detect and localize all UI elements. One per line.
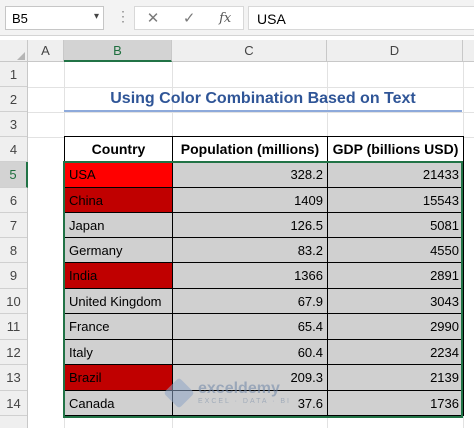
name-box-value: B5	[12, 11, 28, 26]
column-header-b[interactable]: B	[64, 40, 172, 62]
row-headers: 1 2 3 4 5 6 7 8 9 10 11 12 13 14	[0, 62, 28, 428]
cancel-icon[interactable]: ✕	[146, 10, 160, 27]
column-headers: A B C D	[0, 40, 474, 62]
table-row: USA 328.2 21433	[64, 161, 464, 188]
country-cell[interactable]: India	[64, 262, 173, 289]
country-cell[interactable]: Italy	[64, 339, 173, 365]
row-header[interactable]: 4	[0, 137, 27, 162]
table-row: France 65.4 2990	[64, 313, 464, 340]
row-header[interactable]: 6	[0, 188, 27, 213]
row-header[interactable]: 7	[0, 213, 27, 238]
population-cell[interactable]: 60.4	[172, 339, 328, 365]
gdp-cell[interactable]: 2139	[327, 364, 464, 391]
row-header[interactable]: 8	[0, 238, 27, 263]
country-cell[interactable]: France	[64, 313, 173, 340]
gdp-cell[interactable]: 15543	[327, 187, 464, 213]
country-cell[interactable]: Japan	[64, 212, 173, 238]
column-header-a[interactable]: A	[28, 40, 64, 62]
formula-actions: ✕ ✓ fx	[134, 6, 244, 30]
header-country[interactable]: Country	[64, 136, 173, 162]
row-header[interactable]: 5	[0, 162, 28, 188]
gdp-cell[interactable]: 3043	[327, 288, 464, 314]
more-options-icon[interactable]: ⋮	[116, 8, 130, 24]
country-cell[interactable]: China	[64, 187, 173, 213]
row-header[interactable]: 2	[0, 87, 27, 112]
gdp-cell[interactable]: 21433	[327, 161, 464, 188]
insert-function-icon[interactable]: fx	[219, 10, 232, 26]
chevron-down-icon[interactable]: ▾	[93, 11, 99, 22]
formula-input[interactable]: USA	[248, 6, 474, 30]
population-cell[interactable]: 83.2	[172, 237, 328, 263]
name-box[interactable]: B5 ▾	[5, 6, 104, 30]
table-row: United Kingdom 67.9 3043	[64, 288, 464, 314]
table-row: Brazil 209.3 2139	[64, 364, 464, 391]
row-header[interactable]: 11	[0, 314, 27, 340]
gdp-cell[interactable]: 2990	[327, 313, 464, 340]
enter-icon[interactable]: ✓	[182, 10, 196, 27]
gdp-cell[interactable]: 5081	[327, 212, 464, 238]
row-header[interactable]: 10	[0, 289, 27, 314]
table-row: China 1409 15543	[64, 187, 464, 213]
gdp-cell[interactable]: 2234	[327, 339, 464, 365]
row-header[interactable]: 13	[0, 365, 27, 391]
country-cell[interactable]: USA	[64, 161, 173, 188]
sheet-title[interactable]: Using Color Combination Based on Text	[64, 87, 462, 112]
table-row: Canada 37.6 1736	[64, 390, 464, 416]
table-row: Japan 126.5 5081	[64, 212, 464, 238]
table-row: Germany 83.2 4550	[64, 237, 464, 263]
formula-bar: B5 ▾ ⋮ ✕ ✓ fx USA	[0, 0, 474, 36]
row-header[interactable]: 12	[0, 340, 27, 365]
column-header-c[interactable]: C	[172, 40, 327, 62]
table-row: Italy 60.4 2234	[64, 339, 464, 365]
population-cell[interactable]: 1409	[172, 187, 328, 213]
gdp-cell[interactable]: 4550	[327, 237, 464, 263]
country-cell[interactable]: Germany	[64, 237, 173, 263]
population-cell[interactable]: 1366	[172, 262, 328, 289]
row-header[interactable]: 1	[0, 62, 27, 87]
country-cell[interactable]: Canada	[64, 390, 173, 416]
country-cell[interactable]: Brazil	[64, 364, 173, 391]
header-gdp[interactable]: GDP (billions USD)	[327, 136, 464, 162]
population-cell[interactable]: 209.3	[172, 364, 328, 391]
column-header-d[interactable]: D	[327, 40, 463, 62]
gdp-cell[interactable]: 1736	[327, 390, 464, 416]
population-cell[interactable]: 328.2	[172, 161, 328, 188]
gdp-cell[interactable]: 2891	[327, 262, 464, 289]
select-all-button[interactable]	[0, 40, 28, 62]
population-cell[interactable]: 67.9	[172, 288, 328, 314]
population-cell[interactable]: 126.5	[172, 212, 328, 238]
data-table: Country Population (millions) GDP (billi…	[64, 136, 464, 416]
country-cell[interactable]: United Kingdom	[64, 288, 173, 314]
population-cell[interactable]: 65.4	[172, 313, 328, 340]
row-header[interactable]: 9	[0, 263, 27, 289]
table-row: India 1366 2891	[64, 262, 464, 289]
row-header[interactable]: 3	[0, 112, 27, 137]
population-cell[interactable]: 37.6	[172, 390, 328, 416]
row-header[interactable]: 14	[0, 391, 27, 416]
header-population[interactable]: Population (millions)	[172, 136, 328, 162]
